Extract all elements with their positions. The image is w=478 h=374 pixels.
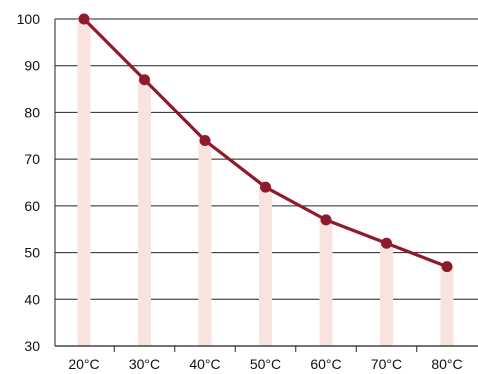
y-tick-label: 30 — [24, 338, 40, 354]
drop-bars — [77, 19, 454, 346]
drop-bar-1 — [77, 19, 91, 346]
x-tick-label: 30°C — [129, 356, 160, 372]
y-tick-label: 70 — [24, 151, 40, 167]
data-points — [78, 13, 453, 273]
drop-bar-7 — [440, 266, 454, 346]
x-tick-label: 40°C — [189, 356, 220, 372]
data-point-7 — [441, 261, 453, 273]
x-tick-label: 60°C — [310, 356, 341, 372]
data-point-5 — [320, 214, 332, 226]
drop-bar-3 — [198, 140, 212, 346]
y-tick-label: 50 — [24, 245, 40, 261]
data-point-2 — [139, 74, 150, 86]
y-tick-label: 90 — [24, 58, 40, 74]
x-tick-label: 20°C — [68, 356, 99, 372]
y-tick-labels: 30 40 50 60 70 80 90 100 — [17, 11, 41, 354]
x-tick-label: 80°C — [431, 356, 462, 372]
drop-bar-6 — [380, 243, 393, 346]
y-tick-label: 80 — [24, 104, 40, 120]
y-tick-label: 60 — [24, 198, 40, 214]
x-tick-labels: 20°C 30°C 40°C 50°C 60°C 70°C 80°C — [68, 356, 462, 372]
drop-bar-5 — [319, 219, 333, 346]
x-tick-label: 50°C — [250, 356, 281, 372]
data-point-6 — [381, 237, 392, 249]
data-point-1 — [78, 13, 90, 25]
data-point-4 — [260, 181, 271, 193]
drop-bar-4 — [259, 187, 272, 346]
axes — [54, 19, 478, 352]
x-tick-label: 70°C — [371, 356, 402, 372]
y-tick-label: 100 — [17, 11, 41, 27]
y-tick-label: 40 — [24, 291, 40, 307]
data-point-3 — [199, 134, 211, 146]
drop-bar-2 — [138, 79, 151, 346]
